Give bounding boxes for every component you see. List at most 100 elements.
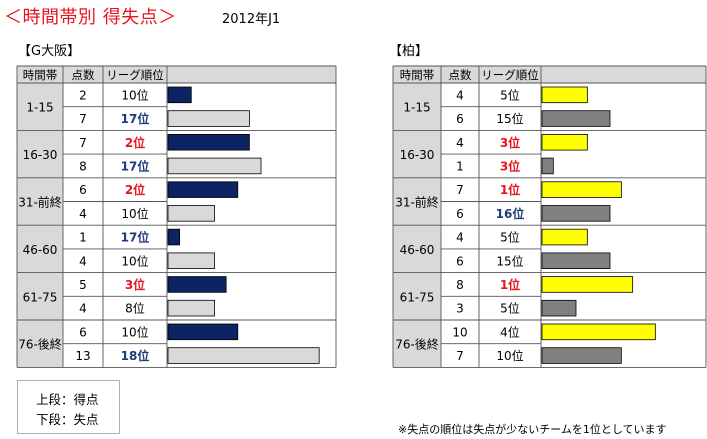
kashiwa-conceded-bar [541, 299, 577, 317]
kashiwa-conceded-bar [541, 157, 554, 175]
kashiwa-scored-bar [541, 276, 634, 293]
gamba-count-value: 7 [79, 112, 87, 126]
legend-upper: 上段：得点 [36, 392, 99, 407]
gamba-scored-bar [167, 276, 227, 293]
kashiwa-period-label: 31-前終 [395, 195, 439, 210]
kashiwa-count-value: 1 [456, 159, 464, 173]
gamba-conceded-bar [167, 347, 320, 364]
kashiwa-count-value: 3 [456, 302, 464, 316]
kashiwa-scored-bar [541, 323, 656, 341]
kashiwa-scored-bar [541, 86, 588, 104]
kashiwa-period-label: 61-75 [400, 290, 435, 304]
gamba-rank-value: 18位 [121, 348, 150, 363]
kashiwa-rank-value: 15位 [496, 111, 523, 126]
kashiwa-count-value: 4 [456, 136, 464, 150]
gamba-period-label: 46-60 [23, 243, 58, 257]
kashiwa-header-period: 時間帯 [400, 68, 435, 82]
gamba-count-value: 4 [79, 254, 87, 268]
page-title: ＜時間帯別 得失点＞ [4, 7, 177, 28]
legend-lower: 下段：失点 [36, 412, 99, 427]
kashiwa-count-value: 7 [456, 349, 464, 363]
kashiwa-count-value: 6 [456, 254, 464, 268]
kashiwa-period-label: 46-60 [400, 243, 435, 257]
gamba-scored-bar [167, 86, 192, 104]
kashiwa-count-value: 8 [456, 278, 464, 292]
kashiwa-scored-bar [541, 228, 588, 246]
gamba-rank-value: 2位 [125, 182, 145, 197]
kashiwa-rank-value: 1位 [500, 277, 520, 292]
gamba-conceded-bar [167, 110, 250, 127]
gamba-header-bg [17, 66, 336, 83]
gamba-rank-value: 17位 [121, 111, 150, 126]
kashiwa-rank-value: 3位 [500, 158, 520, 173]
kashiwa-rank-value: 5位 [500, 301, 520, 316]
gamba-header-rank: リーグ順位 [106, 68, 164, 82]
gamba-conceded-bar [167, 299, 215, 317]
kashiwa-scored-bar [541, 133, 588, 151]
footnote: ※失点の順位は失点が少ないチームを1位としています [398, 423, 667, 436]
gamba-period-label: 16-30 [23, 148, 58, 162]
kashiwa-rank-value: 5位 [500, 87, 520, 102]
gamba-scored-bar [167, 181, 239, 198]
gamba-rank-value: 10位 [121, 87, 148, 102]
kashiwa-rank-value: 10位 [496, 348, 523, 363]
gamba-rank-value: 2位 [125, 135, 145, 150]
gamba-count-value: 6 [79, 183, 87, 197]
team-label-gamba: 【G大阪】 [18, 44, 81, 59]
gamba-conceded-bar [167, 205, 215, 222]
gamba-rank-value: 3位 [125, 277, 145, 292]
kashiwa-rank-value: 16位 [496, 206, 525, 221]
kashiwa-count-value: 10 [452, 325, 467, 339]
gamba-conceded-bar [167, 157, 262, 175]
gamba-period-label: 61-75 [23, 290, 58, 304]
legend-box: 上段：得点 下段：失点 [17, 380, 120, 434]
team-label-kashiwa: 【柏】 [389, 44, 429, 59]
kashiwa-rank-value: 3位 [500, 135, 520, 150]
gamba-period-label: 76-後終 [18, 337, 62, 352]
gamba-count-value: 6 [79, 325, 87, 339]
gamba-count-value: 2 [79, 88, 87, 102]
gamba-conceded-bar [167, 252, 215, 269]
kashiwa-header-rank: リーグ順位 [481, 68, 539, 82]
kashiwa-rank-value: 1位 [500, 182, 520, 197]
kashiwa-period-label: 16-30 [400, 148, 435, 162]
gamba-rank-value: 10位 [121, 206, 148, 221]
kashiwa-rank-value: 15位 [496, 253, 523, 268]
kashiwa-count-value: 4 [456, 231, 464, 245]
gamba-count-value: 4 [79, 207, 87, 221]
kashiwa-conceded-bar [541, 205, 611, 222]
gamba-period-label: 1-15 [26, 101, 53, 115]
gamba-rank-value: 10位 [121, 324, 148, 339]
gamba-period-label: 31-前終 [18, 195, 62, 210]
kashiwa-header-count: 点数 [449, 68, 472, 82]
gamba-count-value: 8 [79, 159, 87, 173]
gamba-count-value: 7 [79, 136, 87, 150]
kashiwa-period-label: 76-後終 [395, 337, 439, 352]
kashiwa-count-value: 6 [456, 112, 464, 126]
kashiwa-conceded-bar [541, 347, 622, 364]
kashiwa-count-value: 6 [456, 207, 464, 221]
gamba-count-value: 5 [79, 278, 87, 292]
gamba-rank-value: 17位 [121, 230, 150, 245]
kashiwa-rank-value: 5位 [500, 230, 520, 245]
gamba-header-count: 点数 [72, 68, 95, 82]
gamba-count-value: 4 [79, 302, 87, 316]
gamba-count-value: 1 [79, 231, 87, 245]
kashiwa-conceded-bar [541, 252, 611, 269]
gamba-scored-bar [167, 228, 181, 246]
gamba-count-value: 13 [75, 349, 90, 363]
kashiwa-scored-bar [541, 181, 622, 198]
kashiwa-header-bg [393, 66, 706, 83]
kashiwa-count-value: 7 [456, 183, 464, 197]
kashiwa-conceded-bar [541, 110, 611, 127]
kashiwa-period-label: 1-15 [403, 101, 430, 115]
gamba-rank-value: 17位 [121, 158, 150, 173]
gamba-header-period: 時間帯 [23, 68, 58, 82]
kashiwa-rank-value: 4位 [500, 324, 520, 339]
gamba-scored-bar [167, 133, 250, 151]
kashiwa-count-value: 4 [456, 88, 464, 102]
gamba-rank-value: 10位 [121, 253, 148, 268]
gamba-scored-bar [167, 323, 239, 341]
page-subtitle: 2012年J1 [222, 12, 281, 27]
